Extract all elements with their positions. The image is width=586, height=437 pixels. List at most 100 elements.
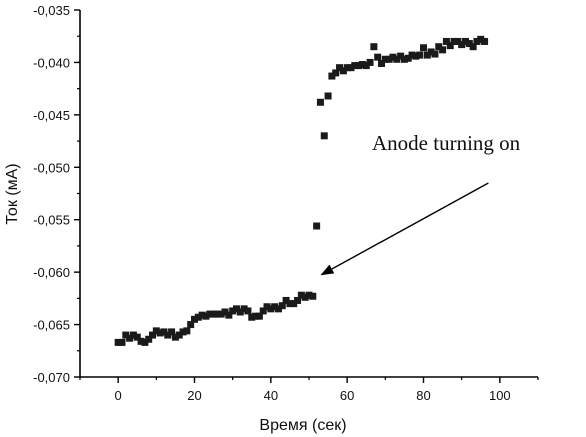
data-point [194, 313, 202, 321]
annotation-label: Anode turning on [372, 131, 521, 155]
data-point [267, 305, 275, 313]
data-point [431, 50, 439, 58]
y-tick-label: -0,050 [33, 160, 70, 175]
data-point [255, 312, 263, 320]
data-point [248, 313, 256, 321]
data-point [366, 58, 374, 66]
data-point [217, 310, 225, 318]
data-series [114, 35, 489, 346]
data-point [213, 310, 221, 318]
data-point [187, 321, 195, 329]
y-tick-label: -0,045 [33, 108, 70, 123]
data-point [271, 303, 279, 311]
data-point [206, 310, 214, 318]
data-point [286, 300, 294, 308]
data-point [423, 51, 431, 59]
data-point [332, 69, 340, 77]
data-point [202, 312, 210, 320]
data-point [465, 40, 473, 48]
data-point [118, 338, 126, 346]
data-point [290, 300, 298, 308]
data-point [362, 62, 370, 70]
y-tick-label: -0,035 [33, 3, 70, 18]
data-point [225, 311, 233, 319]
y-tick-label: -0,065 [33, 318, 70, 333]
data-point [408, 51, 416, 59]
data-point [374, 53, 382, 61]
y-tick-label: -0,070 [33, 370, 70, 385]
data-point [240, 305, 248, 313]
data-point [442, 37, 450, 45]
y-tick-label: -0,040 [33, 55, 70, 70]
data-point [175, 331, 183, 339]
data-point [259, 307, 267, 315]
data-point [454, 37, 462, 45]
data-point [164, 331, 172, 339]
data-point [446, 42, 454, 50]
data-point [236, 308, 244, 316]
data-point [385, 55, 393, 63]
data-point [370, 43, 378, 51]
data-point [282, 296, 290, 304]
data-point [179, 328, 187, 336]
data-point [156, 329, 164, 337]
data-point [393, 55, 401, 63]
annotation-arrow-line [331, 182, 489, 270]
x-axis-title: Время (сек) [259, 417, 346, 434]
data-point [183, 327, 191, 335]
data-point [229, 307, 237, 315]
data-point [305, 291, 313, 299]
y-axis-ticks: -0,070 -0,065 -0,060 -0,055 -0,050 -0,045 -0,0… [33, 3, 80, 385]
data-point [389, 53, 397, 61]
data-point [412, 52, 420, 60]
data-point [171, 333, 179, 341]
x-axis-ticks: 0 20 40 60 80 100 [79, 377, 539, 403]
data-point [137, 337, 145, 345]
data-point [160, 328, 168, 336]
data-point [458, 41, 466, 49]
data-point [324, 92, 332, 100]
data-point [469, 43, 477, 51]
data-point [244, 307, 252, 315]
data-point [328, 72, 336, 80]
data-point [397, 52, 405, 60]
data-point [435, 43, 443, 51]
data-point [309, 292, 317, 300]
data-point [473, 37, 481, 45]
data-point [404, 54, 412, 62]
x-tick-label: 20 [187, 388, 201, 403]
data-point [278, 302, 286, 310]
data-point [141, 338, 149, 346]
x-tick-label: 80 [416, 388, 430, 403]
data-point [313, 222, 321, 230]
data-point [439, 46, 447, 54]
data-point [343, 64, 351, 72]
data-point [450, 37, 458, 45]
data-point [114, 338, 122, 346]
annotation: Anode turning on [320, 131, 521, 276]
data-point [294, 296, 302, 304]
data-point [198, 311, 206, 319]
data-point [461, 37, 469, 45]
x-tick-label: 0 [115, 388, 122, 403]
data-point [145, 335, 153, 343]
data-point [420, 44, 427, 52]
data-point [336, 64, 344, 72]
data-point [152, 327, 160, 335]
data-point [320, 132, 328, 140]
annotation-arrowhead-icon [320, 264, 335, 276]
data-point [355, 62, 363, 70]
data-point [339, 67, 347, 75]
data-point [477, 35, 485, 43]
data-point [129, 331, 137, 339]
data-point [232, 305, 240, 313]
data-point [122, 331, 130, 339]
data-point [416, 51, 424, 59]
data-point [316, 98, 324, 106]
data-point [210, 310, 218, 318]
data-point [274, 305, 282, 313]
y-tick-label: -0,060 [33, 265, 70, 280]
y-axis-title: Ток (мА) [4, 163, 21, 224]
data-point [149, 331, 157, 339]
data-point [378, 59, 386, 67]
